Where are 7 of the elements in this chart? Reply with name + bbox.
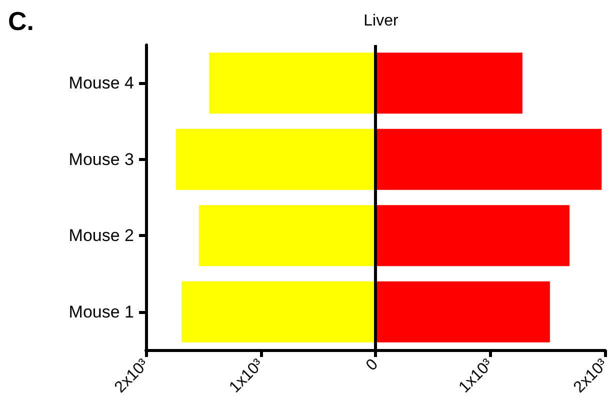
x-tick-label: 0 — [363, 356, 382, 374]
y-tick-label: Mouse 2 — [68, 226, 134, 246]
y-tick-label: Mouse 1 — [68, 302, 134, 322]
y-tick-label: Mouse 3 — [68, 150, 134, 169]
y-tick-label: Mouse 4 — [68, 74, 134, 93]
text: C. — [8, 6, 34, 36]
chart-title: Liver — [364, 12, 400, 30]
